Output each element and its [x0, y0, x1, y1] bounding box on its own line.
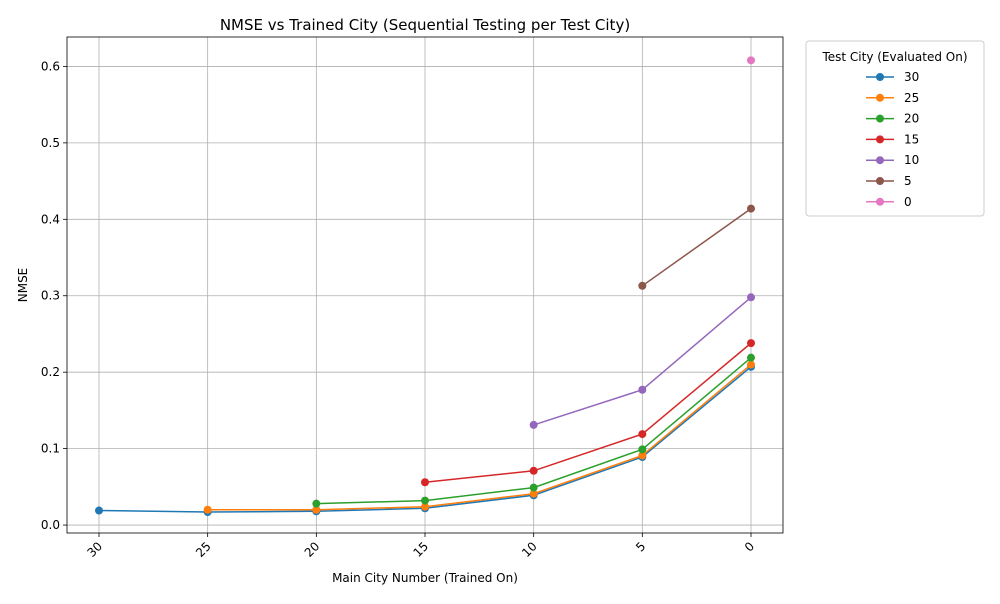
legend-label: 25 [904, 91, 919, 105]
x-axis-label: Main City Number (Trained On) [332, 571, 518, 585]
data-point [529, 489, 538, 498]
legend-frame [805, 40, 985, 217]
x-tick-label: 30 [84, 539, 105, 560]
series-10 [529, 293, 755, 429]
legend-marker [876, 73, 884, 81]
data-point [638, 281, 647, 290]
data-point [421, 496, 429, 505]
series-0 [747, 56, 755, 65]
data-point [421, 478, 429, 487]
legend-marker [876, 197, 884, 206]
series-line [424, 342, 752, 483]
data-point [747, 56, 755, 65]
series-line [641, 207, 752, 287]
data-point [312, 499, 321, 508]
data-point [638, 451, 647, 460]
x-tick-label: 5 [633, 539, 648, 554]
data-point [95, 506, 103, 515]
legend-label: 30 [904, 70, 919, 84]
legend-marker [876, 156, 884, 165]
series-15 [421, 339, 755, 487]
legend-label: 20 [904, 112, 919, 126]
y-axis-label: NMSE [16, 268, 30, 303]
legend-marker [876, 177, 884, 185]
legend-label: 10 [904, 153, 919, 167]
x-tick-label: 25 [193, 539, 214, 560]
data-point [529, 420, 538, 429]
series-25 [203, 360, 755, 514]
legend-marker [876, 114, 884, 123]
data-point [312, 505, 321, 514]
data-point [747, 360, 755, 369]
x-tick-label: 15 [410, 539, 431, 560]
x-tick-label: 0 [742, 539, 757, 554]
legend-label: 15 [904, 132, 919, 146]
data-point [421, 502, 429, 511]
y-axis-ticks: 0.0 0.1 0.2 0.3 0.4 0.5 0.6 [41, 59, 67, 532]
data-point [747, 339, 755, 348]
legend-marker [876, 93, 884, 102]
series-lines [95, 56, 755, 517]
data-point [529, 466, 538, 475]
data-point [203, 505, 212, 514]
y-tick-label: 0.6 [41, 59, 60, 73]
data-point [747, 353, 755, 362]
legend-items: 30 25 20 15 10 5 0 [866, 70, 919, 209]
x-tick-label: 20 [302, 539, 323, 560]
legend: Test City (Evaluated On) 30 25 20 15 10 5 0 [805, 40, 985, 217]
y-tick-label: 0.1 [41, 442, 60, 456]
y-tick-label: 0.0 [41, 518, 60, 532]
series-5 [638, 204, 755, 290]
chart-title: NMSE vs Trained City (Sequential Testing… [220, 16, 630, 34]
grid-lines [67, 37, 783, 533]
data-point [638, 430, 647, 439]
y-tick-label: 0.3 [41, 289, 60, 303]
legend-marker [876, 135, 884, 144]
x-axis-ticks: 30 25 20 15 10 5 0 [84, 533, 757, 560]
series-20 [312, 353, 755, 508]
data-point [747, 293, 755, 302]
legend-title: Test City (Evaluated On) [821, 50, 967, 64]
series-line [207, 363, 752, 511]
data-point [529, 483, 538, 492]
legend-label: 0 [904, 195, 912, 209]
x-tick-label: 10 [519, 539, 540, 560]
data-point [638, 445, 647, 454]
y-tick-label: 0.2 [41, 365, 60, 379]
y-tick-label: 0.4 [41, 212, 60, 226]
legend-label: 5 [904, 174, 912, 188]
data-point [638, 385, 647, 394]
data-point [747, 204, 755, 213]
y-tick-label: 0.5 [41, 136, 60, 150]
